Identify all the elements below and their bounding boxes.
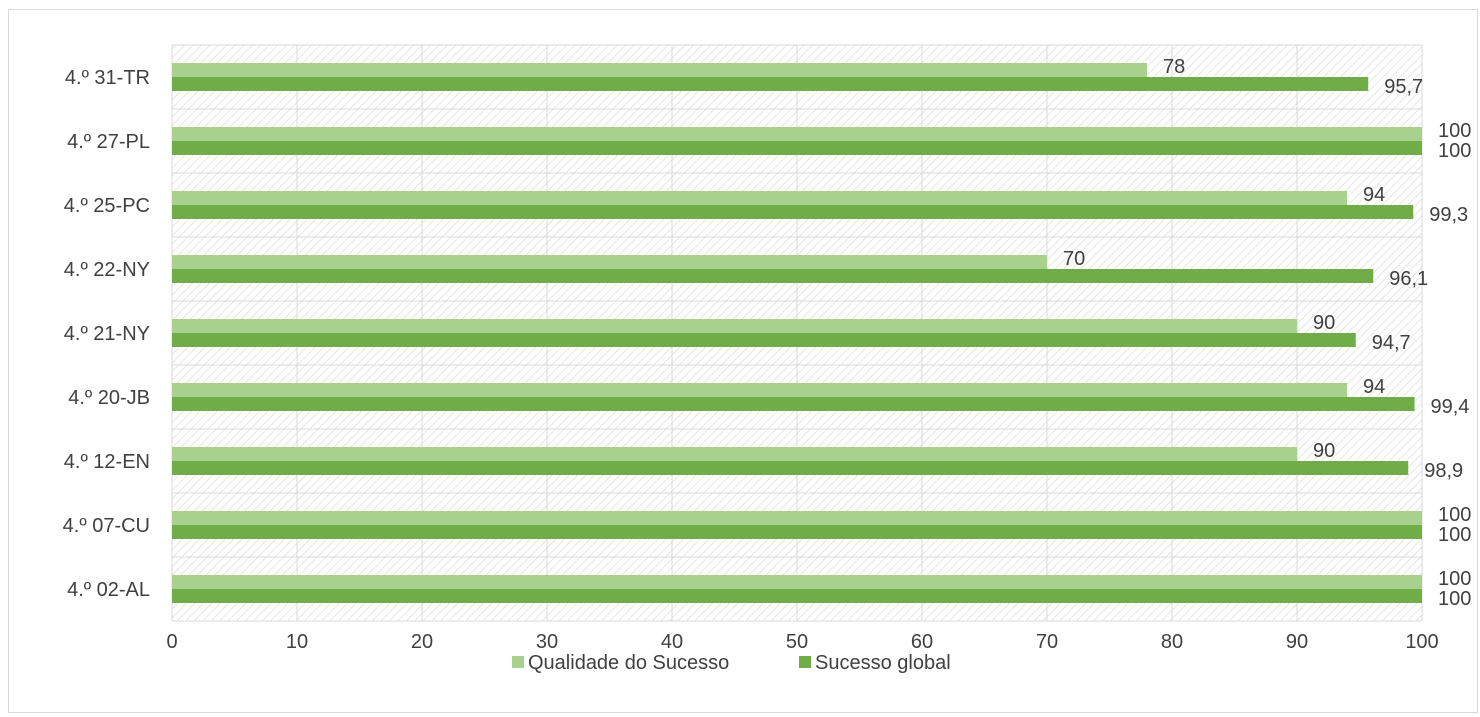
data-label: 95,7 <box>1384 76 1423 98</box>
tick-labels: 0 10 20 30 40 50 60 70 80 90 100 <box>166 631 1438 653</box>
bar-sucesso-global <box>172 77 1369 91</box>
bar-sucesso-global <box>172 397 1415 411</box>
x-tick-label: 40 <box>661 631 683 653</box>
bar-sucesso-global <box>172 205 1414 219</box>
data-label: 99,3 <box>1429 204 1468 226</box>
bar-qualidade <box>172 191 1347 205</box>
x-tick-label: 70 <box>1036 631 1058 653</box>
data-label: 90 <box>1313 440 1335 462</box>
data-label: 100 <box>1438 504 1471 526</box>
category-label: 4.º 25-PC <box>64 195 150 217</box>
bar-sucesso-global <box>172 525 1422 539</box>
category-label: 4.º 27-PL <box>67 131 150 153</box>
bar-sucesso-global <box>172 333 1356 347</box>
category-label: 4.º 12-EN <box>64 451 150 473</box>
bar-sucesso-global <box>172 269 1374 283</box>
data-label: 78 <box>1163 56 1185 78</box>
legend-label: Qualidade do Sucesso <box>528 652 729 674</box>
bar-qualidade <box>172 447 1297 461</box>
bar-qualidade <box>172 255 1047 269</box>
x-tick-label: 10 <box>286 631 308 653</box>
data-label: 98,9 <box>1424 460 1463 482</box>
category-label: 4.º 20-JB <box>68 387 150 409</box>
data-label: 94,7 <box>1372 332 1411 354</box>
bar-qualidade <box>172 511 1422 525</box>
data-label: 90 <box>1313 312 1335 334</box>
category-labels: 4.º 31-TR 4.º 27-PL 4.º 25-PC 4.º 22-NY 4.º … <box>63 67 150 601</box>
x-tick-label: 60 <box>911 631 933 653</box>
data-label: 100 <box>1438 140 1471 162</box>
legend-label: Sucesso global <box>815 652 951 674</box>
data-label: 96,1 <box>1389 268 1428 290</box>
data-label: 99,4 <box>1431 396 1470 418</box>
data-labels: 7895,71001009499,37096,19094,79499,49098… <box>1063 56 1471 610</box>
bar-sucesso-global <box>172 461 1409 475</box>
bar-qualidade <box>172 63 1147 77</box>
bar-sucesso-global <box>172 141 1422 155</box>
category-label: 4.º 02-AL <box>67 579 150 601</box>
x-tick-label: 30 <box>536 631 558 653</box>
bars <box>172 63 1422 603</box>
bar-qualidade <box>172 383 1347 397</box>
x-tick-label: 100 <box>1405 631 1438 653</box>
data-label: 100 <box>1438 588 1471 610</box>
data-label: 100 <box>1438 524 1471 546</box>
data-label: 100 <box>1438 568 1471 590</box>
data-label: 70 <box>1063 248 1085 270</box>
x-tick-label: 80 <box>1161 631 1183 653</box>
legend: Qualidade do Sucesso Sucesso global <box>512 652 951 674</box>
category-label: 4.º 22-NY <box>64 259 150 281</box>
bar-sucesso-global <box>172 589 1422 603</box>
x-tick-label: 90 <box>1286 631 1308 653</box>
legend-swatch <box>799 656 811 668</box>
data-label: 94 <box>1363 376 1385 398</box>
category-label: 4.º 31-TR <box>65 67 150 89</box>
x-tick-label: 0 <box>166 631 177 653</box>
data-label: 100 <box>1438 120 1471 142</box>
category-label: 4.º 07-CU <box>63 515 150 537</box>
x-tick-label: 50 <box>786 631 808 653</box>
category-label: 4.º 21-NY <box>64 323 150 345</box>
legend-swatch <box>512 656 524 668</box>
x-tick-label: 20 <box>411 631 433 653</box>
bar-qualidade <box>172 127 1422 141</box>
data-label: 94 <box>1363 184 1385 206</box>
bar-qualidade <box>172 319 1297 333</box>
bar-qualidade <box>172 575 1422 589</box>
